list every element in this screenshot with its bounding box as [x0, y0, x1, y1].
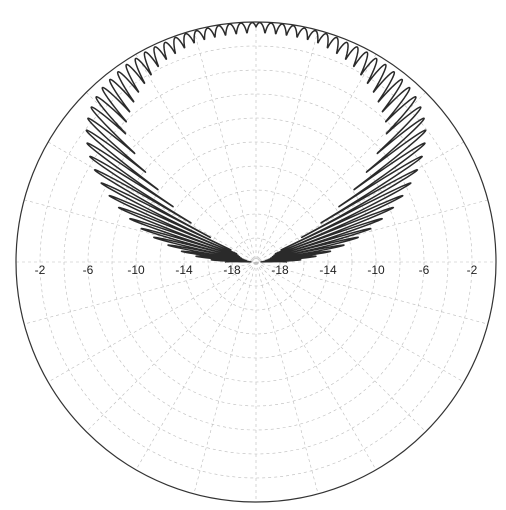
tick-label-left: -18: [223, 263, 241, 277]
pattern-series-line: [85, 21, 427, 263]
tick-label-right: -14: [319, 263, 337, 277]
tick-label-left: -2: [35, 263, 46, 277]
grid-spoke: [24, 199, 488, 325]
tick-label-right: -2: [467, 263, 478, 277]
tick-label-right: -6: [419, 263, 430, 277]
radiation-pattern: [85, 21, 427, 263]
polar-grid: [16, 22, 496, 502]
radial-tick-labels: -2 -2 -6 -6 -10 -10 -14 -14 -18 -18: [35, 263, 478, 277]
outer-circle: [15, 21, 497, 503]
tick-label-right: -18: [271, 263, 289, 277]
tick-label-left: -14: [175, 263, 193, 277]
grid-spoke: [193, 30, 319, 494]
tick-label-left: -10: [127, 263, 145, 277]
tick-label-right: -10: [367, 263, 385, 277]
grid-spoke: [48, 141, 464, 383]
grid-spoke: [135, 54, 377, 470]
grid-spoke: [86, 92, 426, 432]
tick-label-left: -6: [83, 263, 94, 277]
